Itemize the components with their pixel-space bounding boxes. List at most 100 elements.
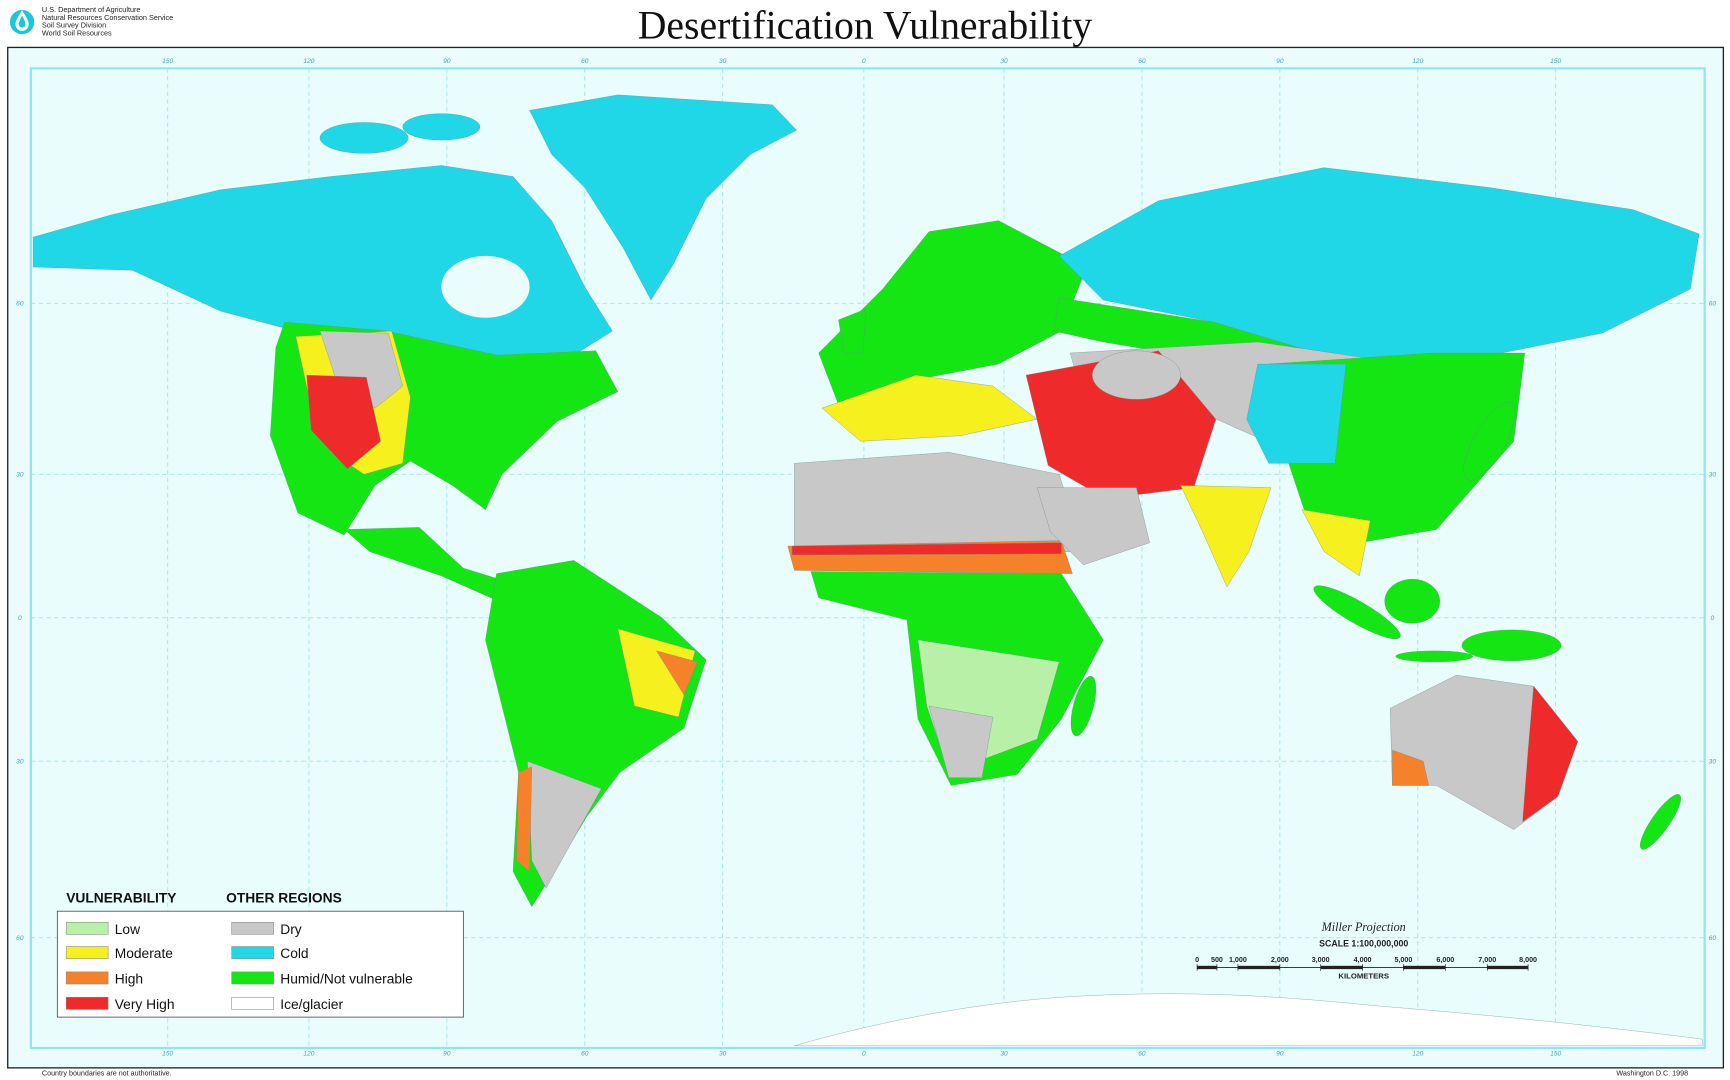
- latitude-label: 60: [16, 935, 24, 942]
- dry-region: [319, 330, 403, 409]
- very-high-region: [1522, 685, 1578, 823]
- latitude-label: 0: [1711, 615, 1715, 622]
- latitude-label: 30: [16, 758, 24, 765]
- longitude-label: 150: [1550, 1051, 1561, 1058]
- scale-mark: 2,000: [1271, 956, 1289, 964]
- latitude-label: 60: [16, 301, 24, 308]
- humid-region: [1070, 675, 1097, 737]
- scale-mark: 500: [1211, 956, 1223, 964]
- cold-region: [1246, 363, 1347, 464]
- legend-items: Low Moderate High Very High Dry Cold Humid/Not…: [65, 921, 413, 1012]
- ice-region: [794, 993, 1703, 1046]
- agency-line: World Soil Resources: [42, 28, 112, 37]
- legend-label: Moderate: [115, 946, 174, 961]
- high-region: [516, 766, 532, 872]
- legend-label: Humid/Not vulnerable: [280, 971, 413, 986]
- longitude-label: 30: [719, 1051, 727, 1058]
- longitude-label: 60: [581, 58, 589, 65]
- logo-drop-inner: [18, 15, 26, 28]
- land: [32, 94, 1703, 1046]
- agency: U.S. Department of Agriculture Natural R…: [42, 5, 173, 37]
- scale-segment: [1403, 965, 1446, 970]
- moderate-region: [1180, 485, 1272, 588]
- longitude-label: 150: [162, 1051, 173, 1058]
- dry-region: [928, 705, 994, 778]
- humid-region: [1395, 650, 1474, 663]
- humid-region: [1640, 794, 1681, 850]
- disclaimer: Country boundaries are not authoritative…: [42, 1070, 172, 1078]
- legend-heading: VULNERABILITY: [66, 890, 176, 905]
- legend-label: Cold: [280, 946, 308, 961]
- scale-mark: 7,000: [1478, 956, 1496, 964]
- scale-segment: [1197, 965, 1217, 970]
- cold-region: [529, 94, 797, 301]
- place-date: Washington D.C. 1998: [1616, 1070, 1688, 1078]
- scale-segment: [1320, 965, 1363, 970]
- scale-mark: 4,000: [1354, 956, 1372, 964]
- cold-region: [402, 113, 481, 141]
- moderate-region: [1301, 509, 1371, 577]
- longitude-label: 60: [1138, 58, 1146, 65]
- longitude-label: 120: [1412, 1051, 1423, 1058]
- longitude-label: 0: [862, 1051, 866, 1058]
- scale-ratio: SCALE 1:100,000,000: [1319, 939, 1408, 949]
- humid-region: [1463, 402, 1516, 481]
- scale-mark: 1,000: [1229, 956, 1247, 964]
- latitude-label: 30: [1709, 472, 1717, 479]
- latitude-label: 60: [1709, 935, 1717, 942]
- moderate-region: [617, 628, 696, 718]
- legend-swatch: [231, 971, 274, 985]
- longitude-label: 120: [303, 1051, 314, 1058]
- projection: Miller Projection: [1321, 920, 1406, 934]
- legend-label: High: [115, 971, 143, 986]
- longitude-label: 120: [1412, 58, 1423, 65]
- longitude-label: 60: [1138, 1051, 1146, 1058]
- dry-region: [1092, 350, 1181, 400]
- humid-region: [838, 308, 867, 354]
- scale-segment: [1237, 965, 1280, 970]
- longitude-label: 30: [1000, 1051, 1008, 1058]
- legend-swatch: [65, 996, 109, 1010]
- scale-mark: 6,000: [1436, 956, 1454, 964]
- scale-mark: 3,000: [1312, 956, 1330, 964]
- longitude-label: 150: [162, 58, 173, 65]
- agency-line: Soil Survey Division: [42, 21, 106, 30]
- longitude-label: 90: [443, 1051, 451, 1058]
- longitude-label: 150: [1550, 58, 1561, 65]
- legend-label: Ice/glacier: [280, 997, 343, 1012]
- longitude-label: 60: [581, 1051, 589, 1058]
- map-title: Desertification Vulnerability: [638, 4, 1093, 48]
- longitude-label: 90: [1276, 58, 1284, 65]
- agency-line: Natural Resources Conservation Service: [42, 13, 173, 22]
- scale-segment: [1487, 965, 1529, 970]
- very-high-region: [306, 374, 381, 470]
- humid-region: [1384, 578, 1440, 624]
- legend-swatch: [65, 971, 109, 985]
- scale-mark: 8,000: [1519, 956, 1537, 964]
- high-region: [1392, 749, 1430, 786]
- cold-region: [319, 122, 409, 154]
- legend-swatch: [231, 996, 274, 1010]
- scale: Miller Projection SCALE 1:100,000,000 0 5…: [1195, 920, 1537, 980]
- latitude-label: 30: [16, 472, 24, 479]
- longitude-label: 90: [1276, 1051, 1284, 1058]
- legend-label: Low: [115, 922, 140, 937]
- agency-line: U.S. Department of Agriculture: [42, 5, 141, 14]
- longitude-label: 120: [303, 58, 314, 65]
- legend-swatch: [231, 946, 274, 959]
- humid-region: [1313, 585, 1401, 640]
- legend-label: Dry: [280, 922, 302, 937]
- scale-bar: 0 500 1,000 2,000 3,000 4,000 5,000 6,000 7,000 8…: [1195, 956, 1537, 971]
- logo: [9, 9, 35, 35]
- legend-swatch: [65, 921, 109, 935]
- legend-swatch: [65, 946, 109, 959]
- legend-label: Very High: [115, 997, 175, 1012]
- latitude-label: 30: [1709, 758, 1717, 765]
- bay: [441, 255, 530, 318]
- longitude-label: 0: [862, 58, 866, 65]
- scale-mark: 0: [1195, 956, 1199, 964]
- latitude-label: 0: [18, 615, 22, 622]
- longitude-label: 30: [1000, 58, 1008, 65]
